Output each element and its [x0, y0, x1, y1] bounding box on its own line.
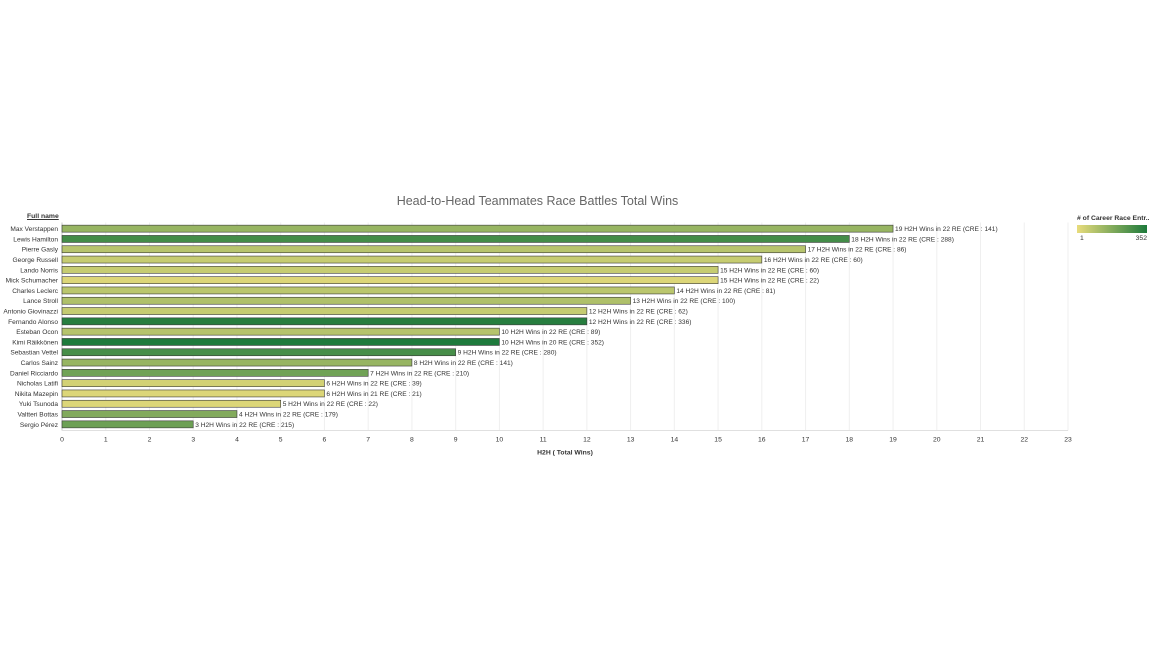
- bar[interactable]: [62, 400, 281, 407]
- bars: [62, 225, 893, 428]
- row-label: Mick Schumacher: [6, 278, 59, 285]
- bar[interactable]: [62, 235, 849, 242]
- x-tick-label: 14: [671, 437, 679, 444]
- x-tick-label: 8: [410, 437, 414, 444]
- bar[interactable]: [62, 225, 893, 232]
- bar[interactable]: [62, 308, 587, 315]
- x-tick-label: 5: [279, 437, 283, 444]
- bar[interactable]: [62, 266, 718, 273]
- x-tick-label: 21: [977, 437, 985, 444]
- bar[interactable]: [62, 318, 587, 325]
- row-label: Valtteri Bottas: [17, 411, 58, 418]
- legend-min-label: 1: [1080, 235, 1084, 242]
- x-tick-label: 11: [540, 437, 547, 444]
- row-label: George Russell: [13, 257, 59, 264]
- bar-data-label: 15 H2H Wins in 22 RE (CRE : 22): [720, 278, 819, 285]
- legend-max-label: 352: [1136, 235, 1147, 242]
- x-tick-label: 12: [583, 437, 591, 444]
- bar[interactable]: [62, 338, 499, 345]
- bar[interactable]: [62, 277, 718, 284]
- row-label: Fernando Alonso: [8, 319, 58, 326]
- bar-data-label: 6 H2H Wins in 21 RE (CRE : 21): [326, 391, 421, 398]
- row-label: Lance Stroll: [23, 298, 58, 305]
- row-label: Sebastian Vettel: [10, 350, 58, 357]
- bar-data-label: 3 H2H Wins in 22 RE (CRE : 215): [195, 422, 294, 429]
- row-label: Nikita Mazepin: [15, 391, 59, 398]
- row-label: Antonio Giovinazzi: [3, 308, 58, 315]
- x-tick-label: 10: [496, 437, 504, 444]
- bar-data-label: 9 H2H Wins in 22 RE (CRE : 280): [458, 350, 557, 357]
- row-label: Lewis Hamilton: [13, 236, 58, 243]
- legend-gradient: [1077, 225, 1147, 233]
- row-label: Yuki Tsunoda: [19, 401, 58, 408]
- x-tick-label: 13: [627, 437, 635, 444]
- bar[interactable]: [62, 380, 324, 387]
- bar-data-label: 16 H2H Wins in 22 RE (CRE : 60): [764, 257, 863, 264]
- bar-data-label: 13 H2H Wins in 22 RE (CRE : 100): [633, 298, 736, 305]
- x-tick-label: 16: [758, 437, 766, 444]
- bar-chart: Max Verstappen 19 H2H Wins in 22 RE (CRE …: [0, 0, 1075, 470]
- x-tick-label: 15: [714, 437, 722, 444]
- bar-data-label: 10 H2H Wins in 22 RE (CRE : 89): [501, 329, 600, 336]
- bar[interactable]: [62, 390, 324, 397]
- row-label: Pierre Gasly: [22, 247, 59, 254]
- row-label: Esteban Ocon: [16, 329, 58, 336]
- bar-data-label: 6 H2H Wins in 22 RE (CRE : 39): [326, 381, 421, 388]
- bar[interactable]: [62, 411, 237, 418]
- x-tick-label: 7: [366, 437, 370, 444]
- row-label: Charles Leclerc: [12, 288, 59, 295]
- bar-data-label: 15 H2H Wins in 22 RE (CRE : 60): [720, 267, 819, 274]
- x-tick-label: 22: [1020, 437, 1028, 444]
- bar-data-label: 8 H2H Wins in 22 RE (CRE : 141): [414, 360, 513, 367]
- x-tick-label: 1: [104, 437, 108, 444]
- x-tick-label: 4: [235, 437, 239, 444]
- gridlines: [62, 223, 1068, 431]
- x-tick-label: 23: [1064, 437, 1072, 444]
- bar[interactable]: [62, 359, 412, 366]
- row-label: Nicholas Latifi: [17, 381, 59, 388]
- x-axis-title: H2H ( Total Wins): [537, 450, 593, 457]
- bar[interactable]: [62, 349, 456, 356]
- bar[interactable]: [62, 328, 499, 335]
- bar-data-label: 17 H2H Wins in 22 RE (CRE : 86): [808, 247, 907, 254]
- bar[interactable]: [62, 369, 368, 376]
- x-tick-label: 19: [889, 437, 897, 444]
- bar[interactable]: [62, 297, 631, 304]
- bar[interactable]: [62, 256, 762, 263]
- color-legend[interactable]: # of Career Race Entr.. 1 352: [1077, 215, 1149, 233]
- bar-data-label: 4 H2H Wins in 22 RE (CRE : 179): [239, 411, 338, 418]
- x-tick-label: 3: [191, 437, 195, 444]
- x-tick-label: 20: [933, 437, 941, 444]
- bar-data-label: 12 H2H Wins in 22 RE (CRE : 336): [589, 319, 692, 326]
- bar[interactable]: [62, 421, 193, 428]
- x-tick-label: 18: [846, 437, 854, 444]
- x-tick-label: 17: [802, 437, 810, 444]
- bar-data-label: 12 H2H Wins in 22 RE (CRE : 62): [589, 308, 688, 315]
- x-tick-label: 6: [323, 437, 327, 444]
- row-label: Sergio Pérez: [20, 422, 58, 429]
- bar-data-label: 19 H2H Wins in 22 RE (CRE : 141): [895, 226, 998, 233]
- bar-data-label: 5 H2H Wins in 22 RE (CRE : 22): [283, 401, 378, 408]
- x-tick-label: 9: [454, 437, 458, 444]
- bar-data-label: 7 H2H Wins in 22 RE (CRE : 210): [370, 370, 469, 377]
- row-label: Carlos Sainz: [21, 360, 58, 367]
- bar[interactable]: [62, 246, 806, 253]
- row-label: Lando Norris: [20, 267, 58, 274]
- row-label: Daniel Ricciardo: [10, 370, 58, 377]
- x-tick-label: 0: [60, 437, 64, 444]
- bar[interactable]: [62, 287, 674, 294]
- x-tick-label: 2: [148, 437, 152, 444]
- bar-data-label: 18 H2H Wins in 22 RE (CRE : 288): [851, 236, 954, 243]
- row-label: Max Verstappen: [10, 226, 58, 233]
- bar-data-label: 10 H2H Wins in 20 RE (CRE : 352): [501, 339, 604, 346]
- legend-title: # of Career Race Entr..: [1077, 215, 1149, 222]
- row-label: Kimi Räikkönen: [12, 339, 58, 346]
- bar-data-label: 14 H2H Wins in 22 RE (CRE : 81): [676, 288, 775, 295]
- x-axis: 0 1 2 3 4 5 6 7 8 9 10 11 12 13 14 15 16 17 18 19 20 21 22 23: [60, 431, 1072, 444]
